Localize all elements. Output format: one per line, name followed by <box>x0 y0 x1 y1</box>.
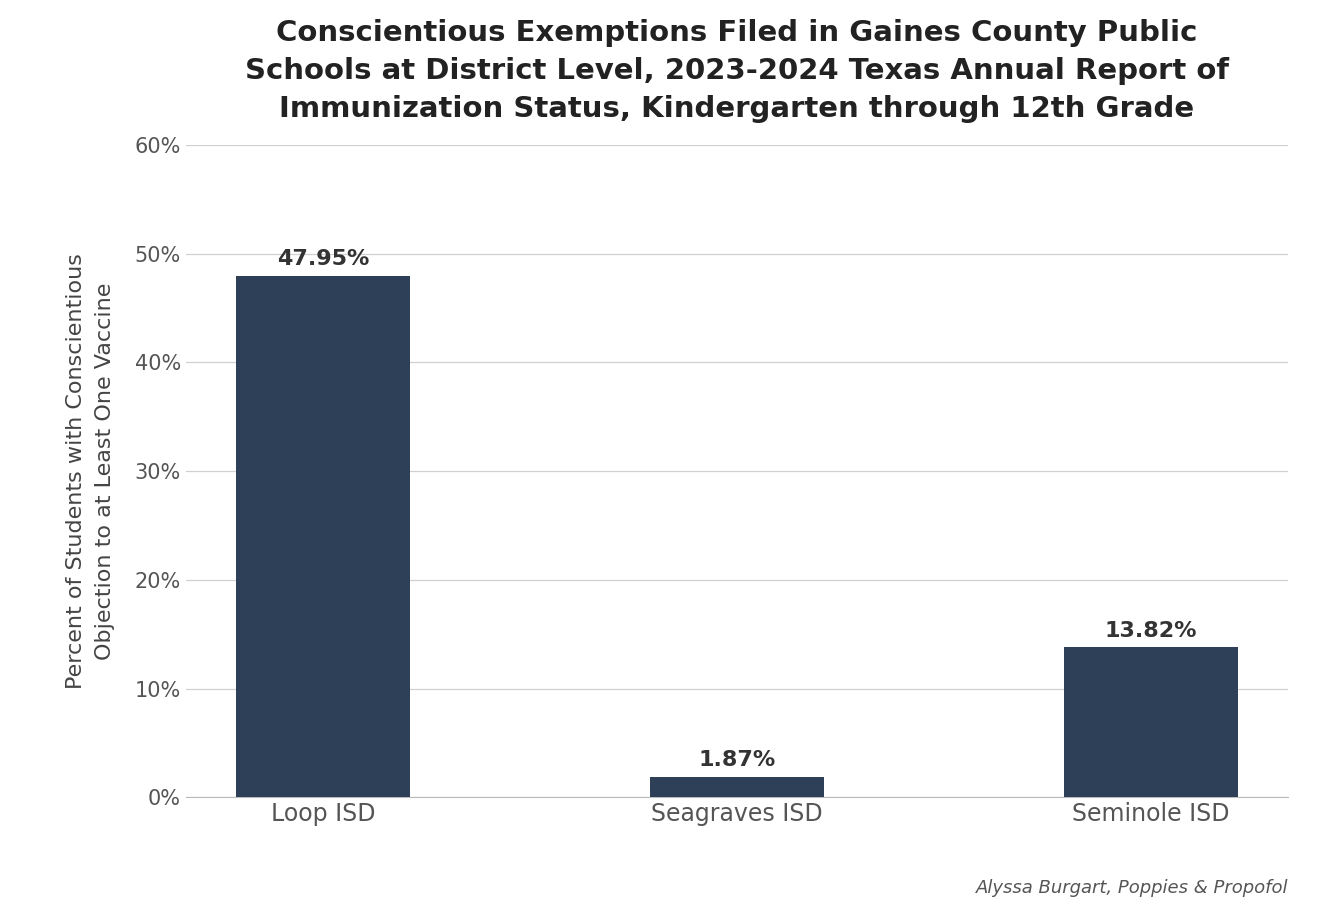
Bar <box>1064 647 1238 797</box>
Bar <box>651 777 823 797</box>
Title: Conscientious Exemptions Filed in Gaines County Public
Schools at District Level: Conscientious Exemptions Filed in Gaines… <box>246 19 1228 123</box>
Text: 47.95%: 47.95% <box>276 249 369 269</box>
Text: 13.82%: 13.82% <box>1105 621 1198 641</box>
Text: Alyssa Burgart, Poppies & Propofol: Alyssa Burgart, Poppies & Propofol <box>976 879 1288 897</box>
Y-axis label: Percent of Students with Conscientious
Objection to at Least One Vaccine: Percent of Students with Conscientious O… <box>65 253 116 689</box>
Bar <box>236 276 410 797</box>
Text: 1.87%: 1.87% <box>699 750 776 770</box>
